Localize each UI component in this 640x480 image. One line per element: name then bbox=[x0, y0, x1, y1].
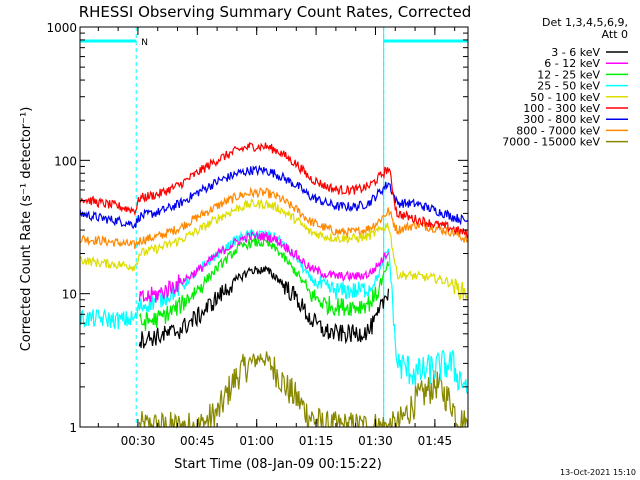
y-axis-ticks: 1 10 100 1000 bbox=[46, 21, 468, 435]
x-tick-label: 01:45 bbox=[418, 434, 453, 448]
series-line-7000-15000-kev bbox=[138, 351, 469, 429]
y-tick-label: 1000 bbox=[46, 21, 77, 35]
night-marker-label: N bbox=[141, 38, 148, 48]
legend-attenuator-label: Att 0 bbox=[602, 28, 628, 41]
legend-label-100-300-kev: 100 - 300 keV bbox=[523, 102, 600, 115]
legend-label-12-25-kev: 12 - 25 keV bbox=[537, 68, 600, 81]
y-tick-label: 100 bbox=[54, 154, 77, 168]
y-axis-label: Corrected Count Rate (s⁻¹ detector⁻¹) bbox=[19, 107, 34, 352]
y-tick-label: 10 bbox=[62, 288, 77, 302]
legend-label-300-800-kev: 300 - 800 keV bbox=[523, 113, 600, 126]
series-line-800-7000-kev bbox=[79, 186, 469, 250]
x-tick-label: 01:15 bbox=[299, 434, 334, 448]
series-lines bbox=[79, 141, 469, 429]
legend-label-6-12-kev: 6 - 12 keV bbox=[544, 57, 600, 70]
timestamp: 13-Oct-2021 15:10 bbox=[560, 468, 636, 477]
x-axis-ticks: 00:30 00:45 01:00 01:15 01:30 01:45 bbox=[97, 27, 456, 448]
legend-label-7000-15000-kev: 7000 - 15000 keV bbox=[502, 136, 600, 149]
x-tick-label: 01:00 bbox=[239, 434, 274, 448]
legend-detectors-label: Det 1,3,4,5,6,9, bbox=[542, 16, 628, 29]
series-line-6-12-kev bbox=[138, 230, 390, 303]
series-line-3-6-kev bbox=[138, 265, 390, 349]
series-line-100-300-kev bbox=[79, 141, 469, 239]
chart-title: RHESSI Observing Summary Count Rates, Co… bbox=[79, 3, 472, 21]
legend-label-3-6-kev: 3 - 6 keV bbox=[551, 46, 600, 59]
x-tick-label: 01:30 bbox=[358, 434, 393, 448]
legend-label-25-50-kev: 25 - 50 keV bbox=[537, 80, 600, 93]
legend-label-50-100-kev: 50 - 100 keV bbox=[530, 91, 600, 104]
legend-label-800-7000-kev: 800 - 7000 keV bbox=[516, 124, 600, 137]
x-tick-label: 00:45 bbox=[180, 434, 215, 448]
x-tick-label: 00:30 bbox=[121, 434, 156, 448]
y-tick-label: 1 bbox=[69, 421, 77, 435]
series-line-50-100-kev bbox=[79, 198, 469, 301]
series-line-300-800-kev bbox=[79, 164, 469, 230]
x-axis-label: Start Time (08-Jan-09 00:15:22) bbox=[174, 457, 382, 472]
plot-frame bbox=[79, 26, 469, 428]
